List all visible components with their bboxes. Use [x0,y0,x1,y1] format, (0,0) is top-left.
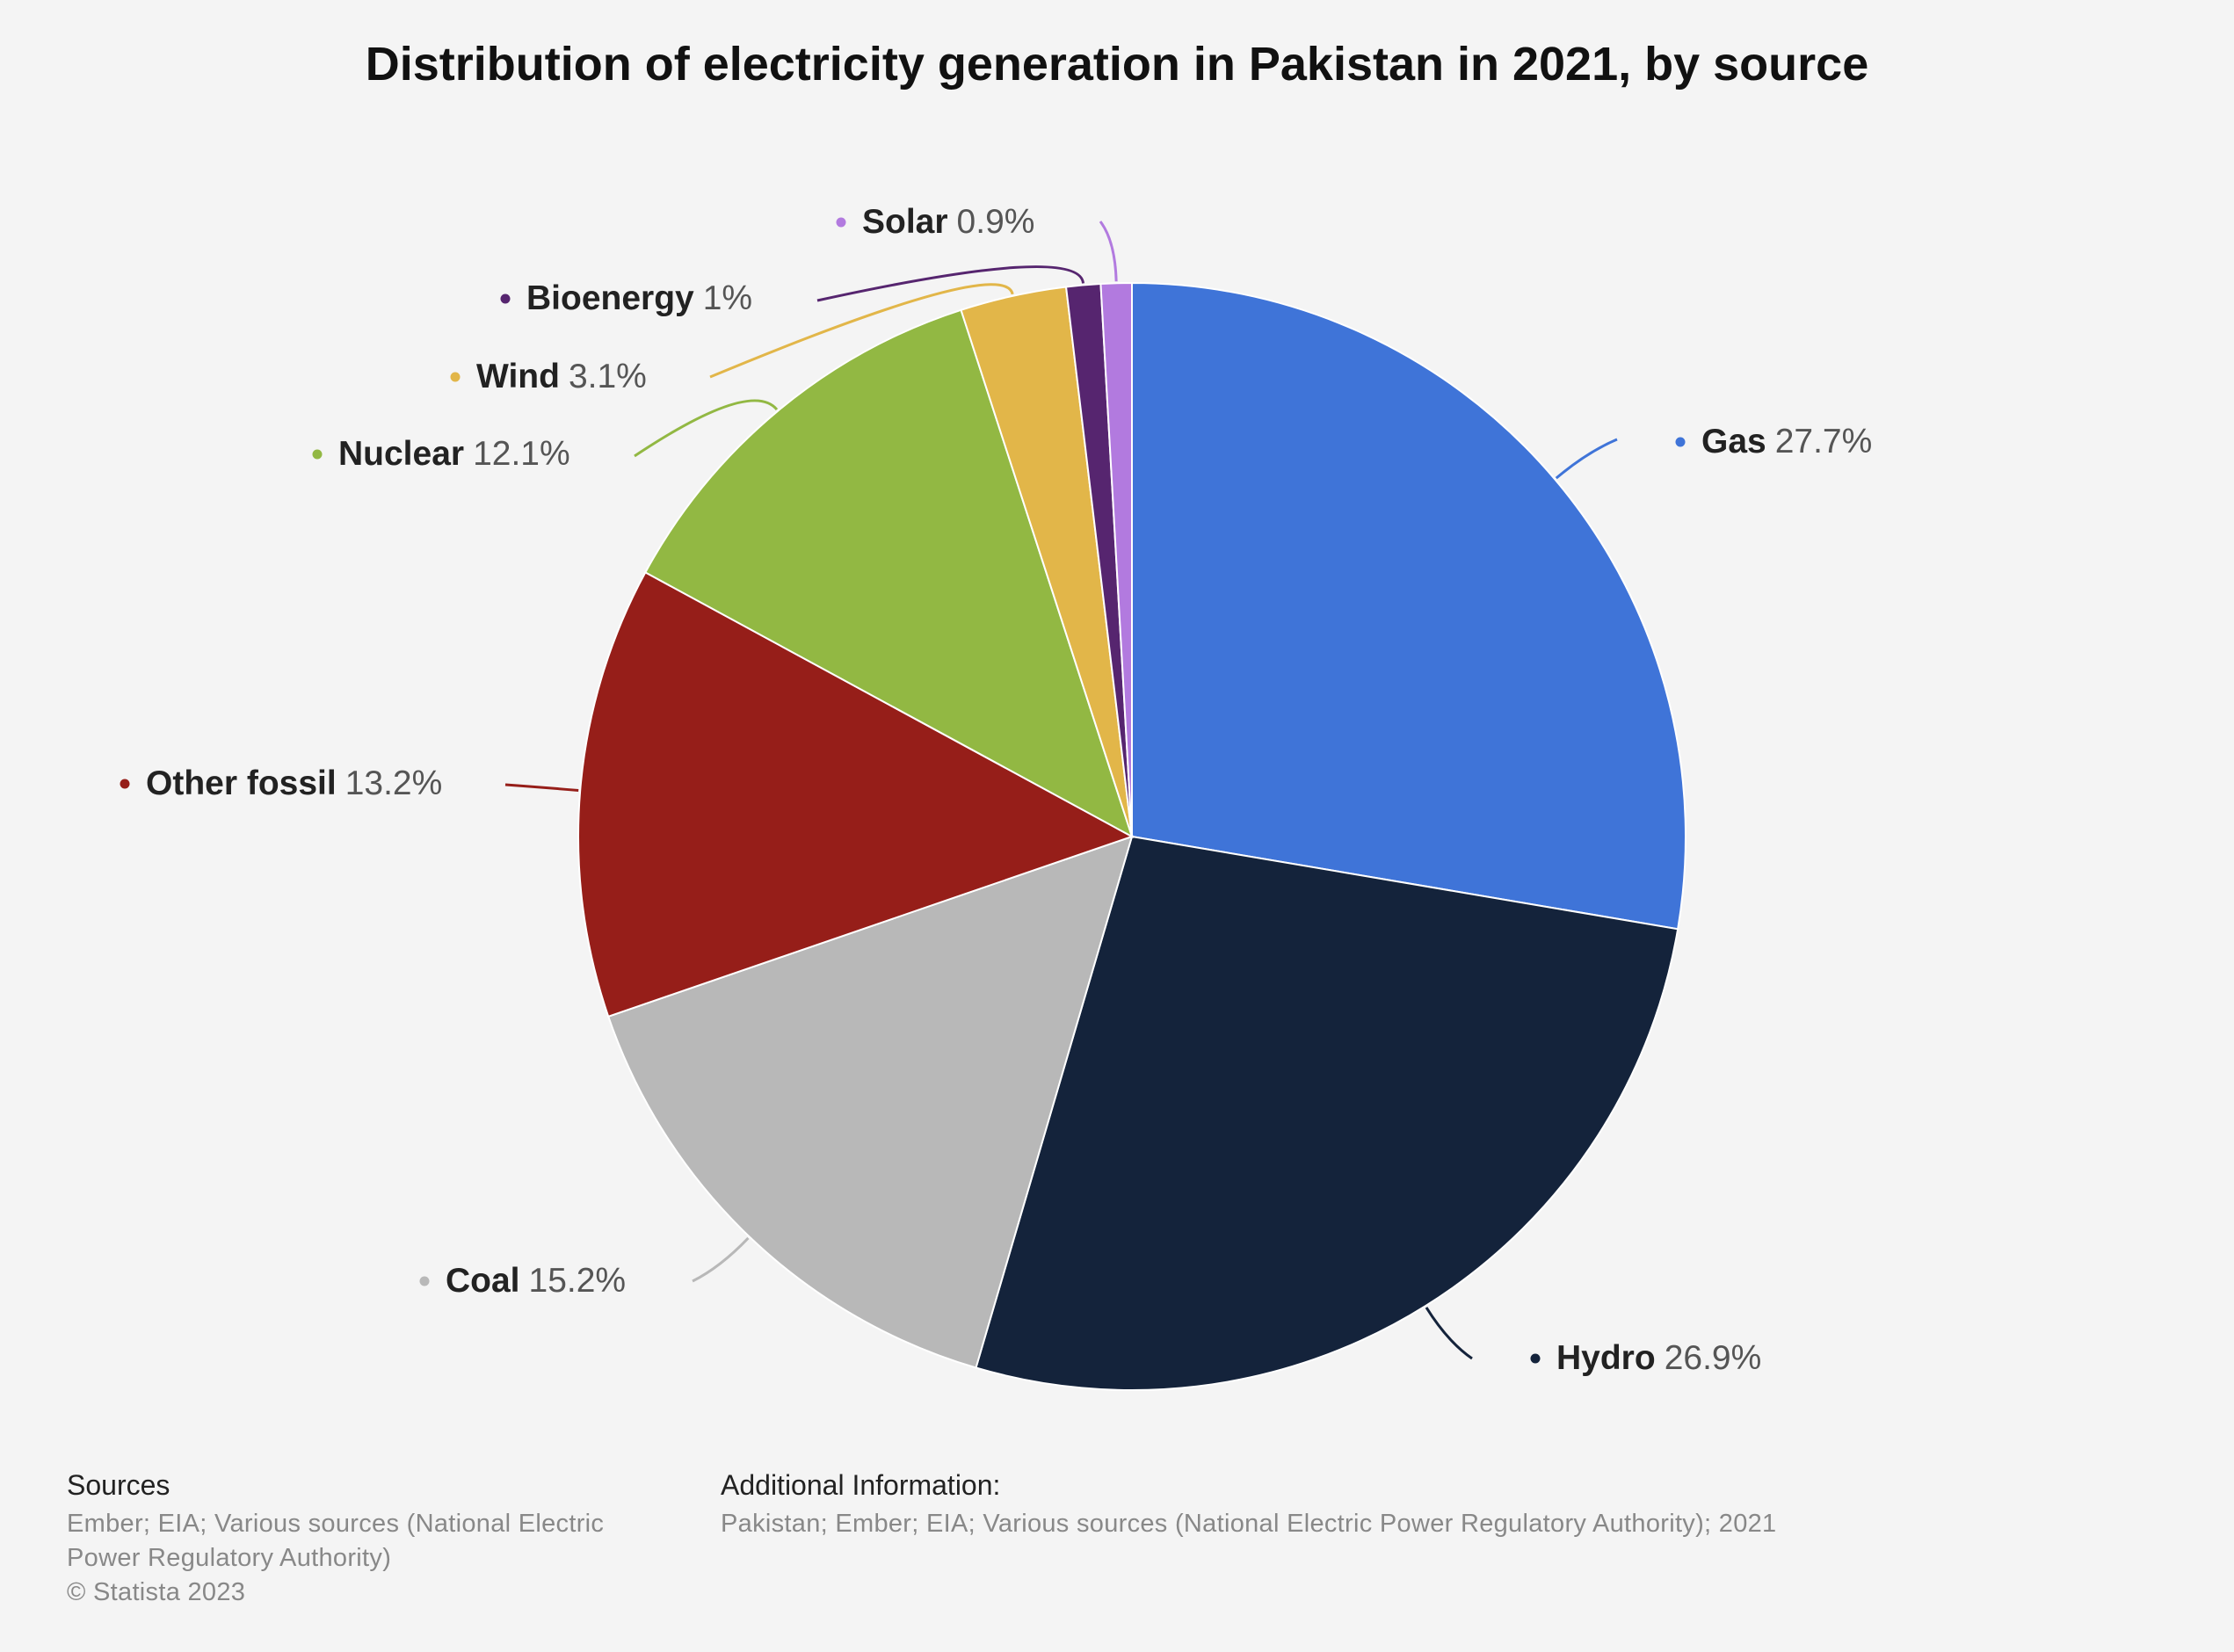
label-dot-gas [1675,437,1686,447]
slice-label-name: Bioenergy [526,279,694,317]
sources-heading: Sources [67,1469,170,1501]
leader-line-other-fossil [504,783,579,792]
slice-label-other-fossil: Other fossil 13.2% [146,764,442,802]
sources-block: Sources Ember; EIA; Various sources (Nat… [67,1469,682,1610]
additional-info-block: Additional Information: Pakistan; Ember;… [721,1469,2127,1541]
leader-line-gas [1555,438,1618,480]
slice-label-nuclear: Nuclear 12.1% [338,435,570,473]
pie-slice-hydro[interactable] [975,835,1679,1391]
sources-line-1: Ember; EIA; Various sources (National El… [67,1510,605,1538]
copyright[interactable]: © Statista 2023 [67,1578,246,1606]
slice-label-value: 3.1% [569,358,647,395]
pie-slices [577,281,1686,1391]
slice-label-name: Other fossil [146,764,337,802]
sources-line-2: Power Regulatory Authority) [67,1544,392,1572]
label-dot-hydro [1530,1353,1541,1364]
pie-slice-solar[interactable] [1099,281,1133,837]
pie-slice-other-fossil[interactable] [577,571,1135,1018]
leader-line-coal [692,1236,750,1283]
leader-lines [504,221,1618,1360]
leader-line-hydro [1425,1307,1473,1360]
slice-label-hydro: Hydro 26.9% [1556,1339,1761,1377]
leader-line-nuclear [634,399,779,458]
slice-label-gas: Gas 27.7% [1701,423,1872,460]
slice-label-name: Hydro [1556,1339,1656,1377]
slice-label-value: 0.9% [957,203,1035,241]
slice-label-value: 26.9% [1665,1339,1762,1377]
label-dot-other-fossil [120,779,130,789]
slice-label-value: 12.1% [473,435,570,473]
label-dot-solar [836,217,846,228]
leader-line-solar [1099,221,1118,282]
slice-labels: Gas 27.7%Hydro 26.9%Coal 15.2%Other fossil 1… [120,203,1872,1377]
chart-title: Distribution of electricity generation i… [365,38,1869,91]
pie-slice-gas[interactable] [1131,281,1686,931]
slice-label-wind: Wind 3.1% [476,358,647,395]
slice-label-value: 15.2% [529,1262,627,1300]
additional-info-heading: Additional Information: [721,1469,1001,1501]
pie-slice-nuclear[interactable] [643,308,1134,839]
slice-label-value: 13.2% [345,764,443,802]
label-dot-coal [419,1276,430,1286]
leader-line-wind [709,283,1014,379]
pie-slice-coal[interactable] [606,835,1134,1369]
label-dot-bioenergy [500,293,511,304]
label-dot-nuclear [312,449,323,460]
slice-label-value: 27.7% [1775,423,1873,460]
slice-label-name: Solar [862,203,948,241]
additional-info-text: Pakistan; Ember; EIA; Various sources (N… [721,1510,1777,1538]
slice-label-name: Coal [446,1262,520,1300]
leader-line-bioenergy [816,265,1085,302]
pie-chart: Gas 27.7%Hydro 26.9%Coal 15.2%Other fossil 1… [120,203,1872,1391]
slice-label-solar: Solar 0.9% [862,203,1034,241]
label-dot-wind [450,372,461,382]
slice-label-name: Gas [1701,423,1766,460]
slice-label-name: Wind [476,358,560,395]
slice-label-value: 1% [703,279,752,317]
slice-label-name: Nuclear [338,435,464,473]
slice-label-coal: Coal 15.2% [446,1262,626,1300]
slice-label-bioenergy: Bioenergy 1% [526,279,752,317]
